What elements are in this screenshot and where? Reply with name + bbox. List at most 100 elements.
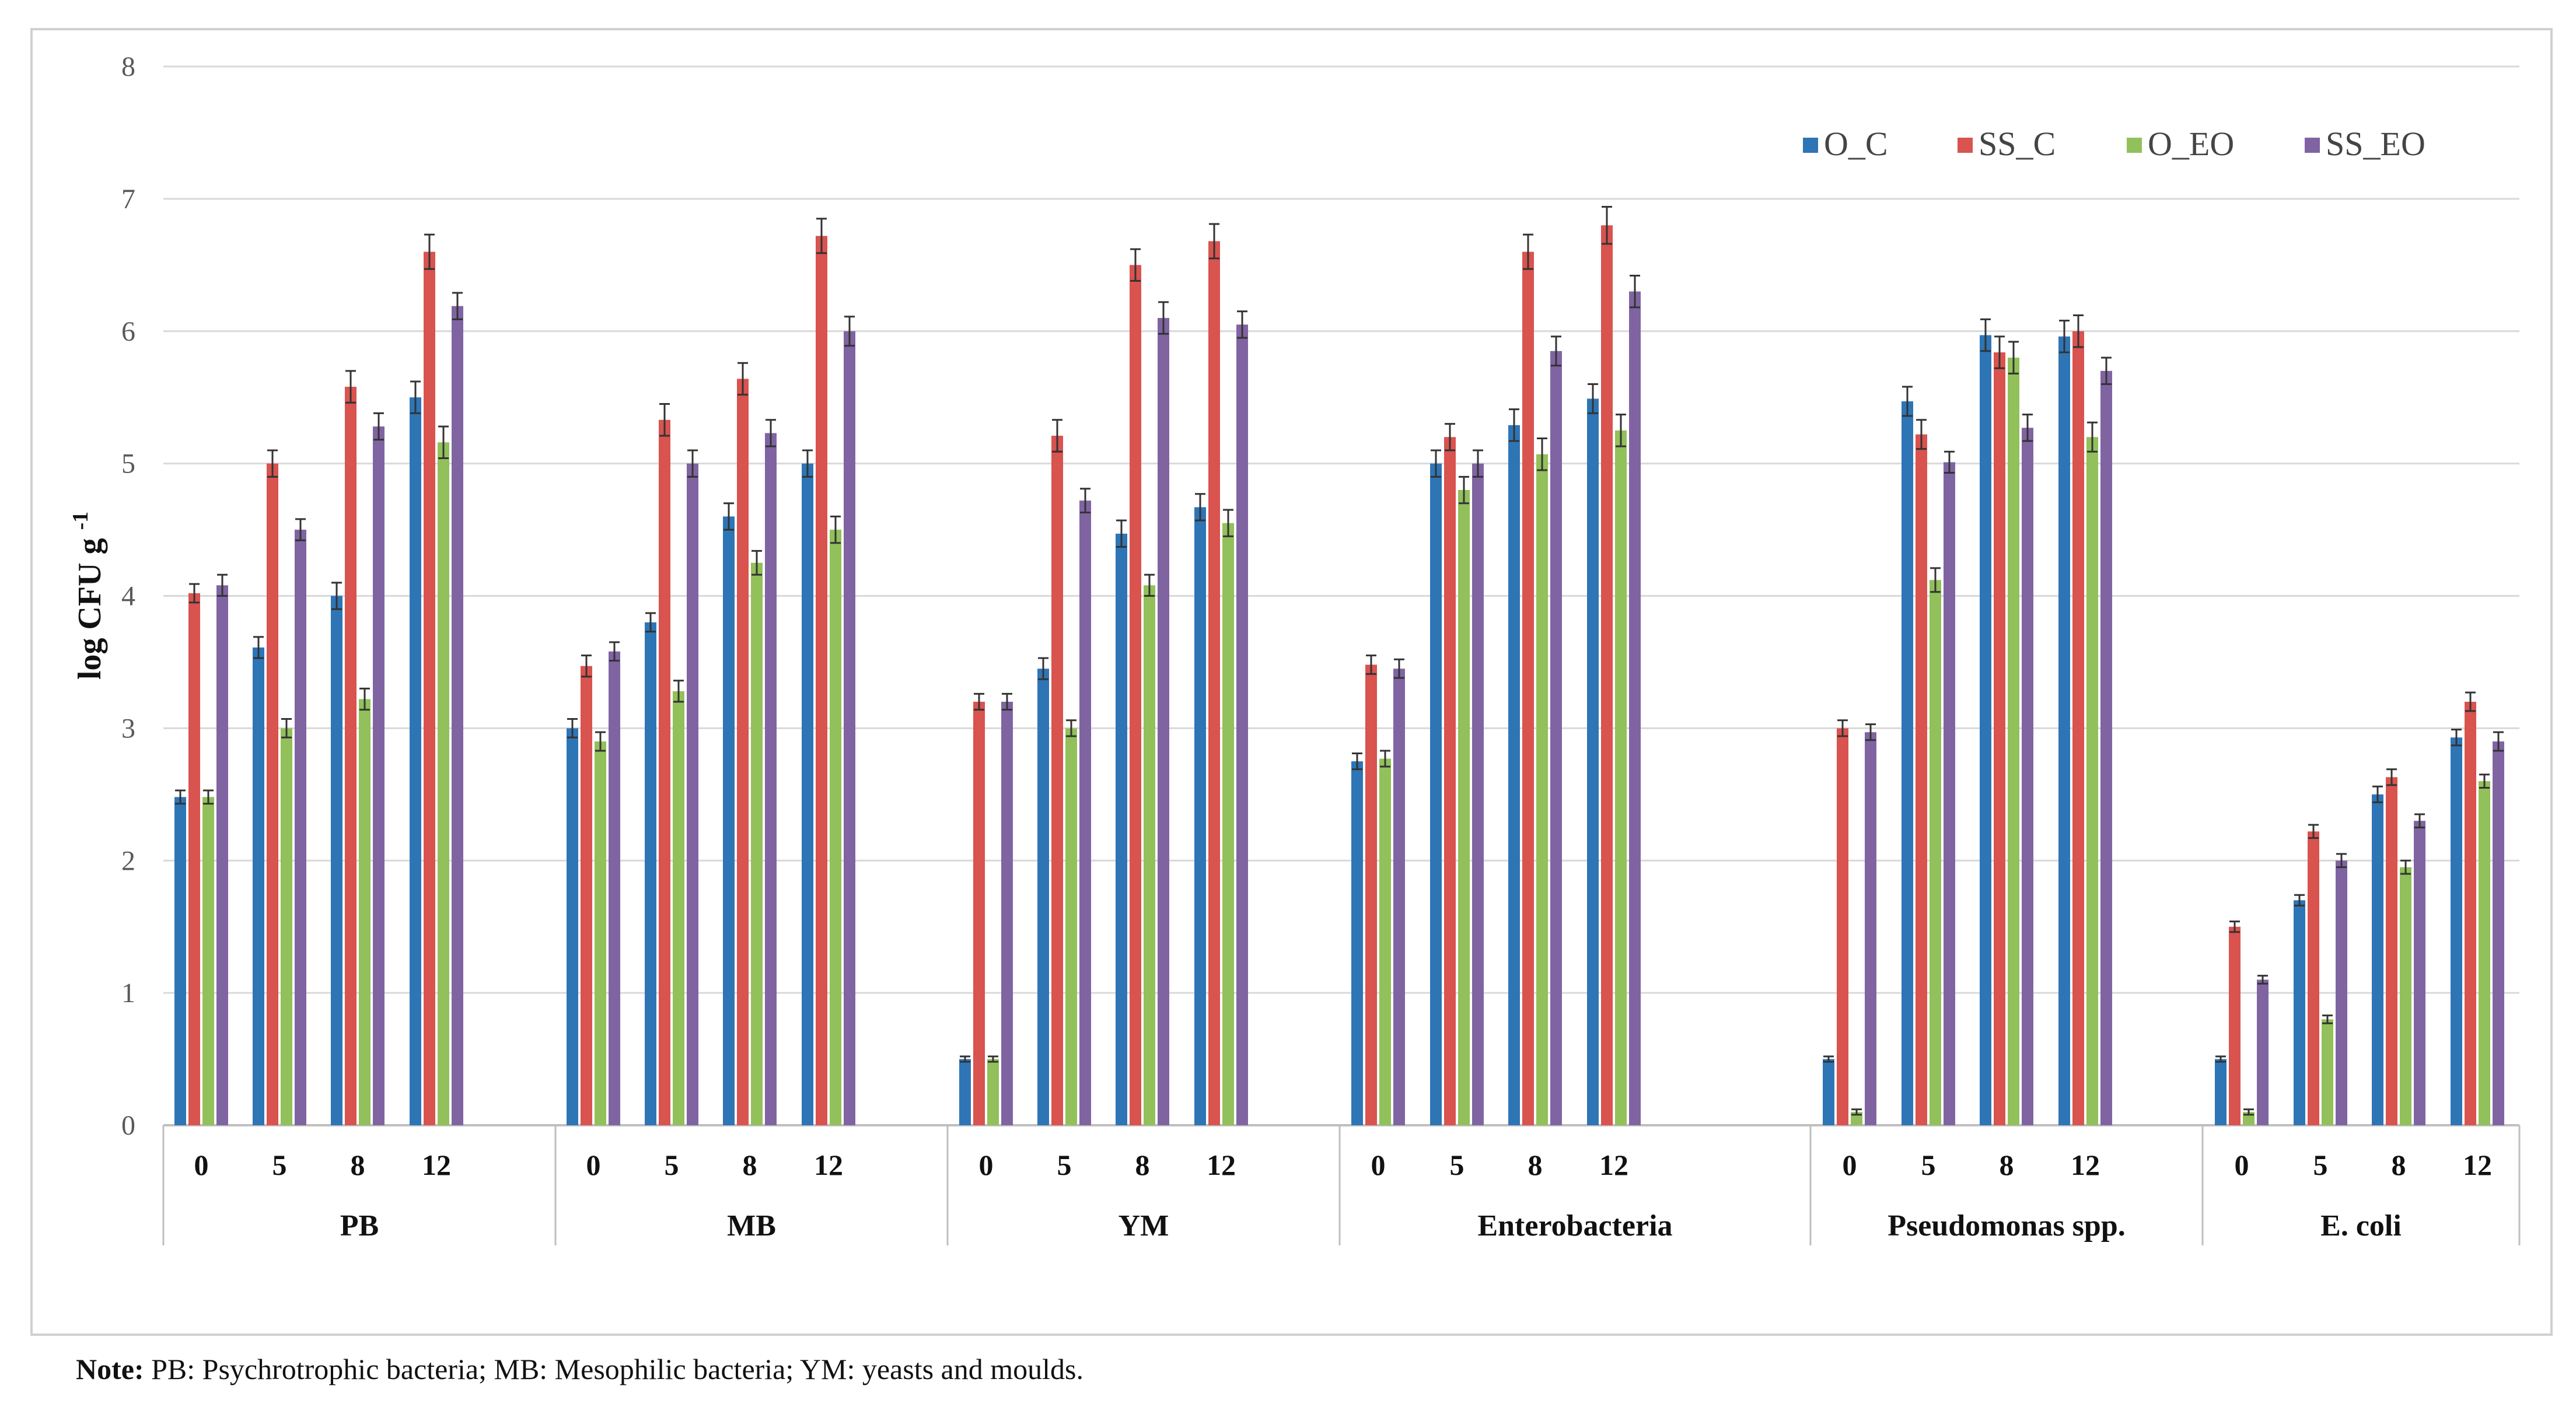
bar-ss-c — [1208, 241, 1220, 1126]
bar-ss-c — [1365, 664, 1377, 1125]
bar-o-c — [174, 797, 186, 1125]
x-tick-label: 5 — [1921, 1149, 1936, 1181]
bar-o-eo — [1379, 758, 1391, 1125]
bar-ss-eo — [1393, 668, 1405, 1125]
bar-ss-eo — [1079, 501, 1091, 1125]
bar-o-eo — [359, 699, 371, 1125]
bar-o-c — [1037, 668, 1049, 1125]
x-tick-label: 0 — [586, 1149, 601, 1181]
bar-o-eo — [2086, 437, 2098, 1125]
bar-o-c — [1587, 398, 1599, 1125]
bar-ss-c — [267, 463, 278, 1125]
bar-ss-eo — [295, 530, 306, 1125]
bar-ss-eo — [452, 306, 463, 1125]
bar-o-c — [2215, 1059, 2227, 1125]
bar-ss-c — [345, 387, 356, 1125]
bar-ss-c — [424, 251, 435, 1125]
x-tick-label: 0 — [1843, 1149, 1857, 1181]
group-label: Enterobacteria — [1477, 1209, 1672, 1242]
bar-ss-eo — [2493, 741, 2504, 1125]
x-tick-label: 5 — [665, 1149, 679, 1181]
bar-ss-c — [1994, 352, 2005, 1125]
bar-o-c — [1351, 761, 1363, 1125]
bar-o-c — [410, 397, 421, 1125]
group-label: MB — [727, 1209, 776, 1242]
bar-o-eo — [1065, 728, 1077, 1125]
bar-o-c — [1194, 507, 1206, 1125]
x-tick-label: 5 — [1450, 1149, 1464, 1181]
bar-o-c — [1116, 533, 1127, 1125]
x-tick-label: 12 — [814, 1149, 843, 1181]
bar-o-c — [802, 463, 813, 1125]
bar-o-c — [723, 516, 735, 1125]
bar-ss-eo — [2022, 428, 2033, 1125]
bar-ss-eo — [1550, 351, 1562, 1125]
x-tick-label: 8 — [2392, 1149, 2406, 1181]
bar-o-eo — [438, 442, 449, 1126]
bar-ss-c — [1601, 225, 1613, 1125]
figure-note: Note: PB: Psychrotrophic bacteria; MB: M… — [76, 1352, 1083, 1386]
bar-ss-c — [188, 593, 200, 1125]
y-axis-label-superscript: -1 — [68, 512, 93, 530]
bar-o-c — [959, 1059, 971, 1125]
y-tick-label: 3 — [121, 713, 135, 744]
legend-swatch-o-c — [1803, 138, 1818, 153]
chart-frame — [30, 28, 2553, 1336]
x-tick-label: 12 — [2463, 1149, 2492, 1181]
bar-o-c — [1508, 425, 1520, 1125]
bar-ss-eo — [1158, 318, 1169, 1125]
note-label: Note: — [76, 1353, 144, 1385]
bar-ss-c — [1837, 728, 1848, 1125]
bar-ss-c — [816, 236, 827, 1125]
group-label: YM — [1119, 1209, 1169, 1242]
bar-ss-eo — [1236, 324, 1248, 1125]
bar-ss-eo — [765, 433, 777, 1125]
bar-ss-eo — [1472, 463, 1484, 1125]
bar-ss-eo — [844, 331, 855, 1125]
x-tick-label: 0 — [979, 1149, 994, 1181]
bar-o-c — [253, 647, 264, 1125]
y-tick-label: 8 — [121, 51, 135, 82]
x-tick-label: 0 — [194, 1149, 209, 1181]
bar-o-eo — [830, 530, 841, 1125]
y-axis-label: log CFU g -1 — [68, 512, 108, 680]
legend-label: O_C — [1824, 125, 1888, 163]
x-tick-label: 8 — [1528, 1149, 1543, 1181]
note-text: PB: Psychrotrophic bacteria; MB: Mesophi… — [144, 1353, 1083, 1385]
bar-ss-eo — [2100, 370, 2112, 1125]
bar-o-eo — [1144, 585, 1155, 1125]
bar-o-eo — [281, 728, 292, 1125]
bar-ss-eo — [1629, 291, 1641, 1125]
x-tick-label: 5 — [1057, 1149, 1072, 1181]
bar-ss-c — [1522, 251, 1534, 1125]
bar-ss-c — [2386, 777, 2397, 1125]
bar-o-eo — [1930, 580, 1941, 1125]
legend-label: O_EO — [2148, 125, 2234, 163]
x-tick-label: 12 — [1599, 1149, 1628, 1181]
y-tick-label: 6 — [121, 316, 135, 347]
x-tick-label: 8 — [1135, 1149, 1150, 1181]
legend-swatch-ss-eo — [2305, 138, 2320, 153]
bar-ss-c — [1916, 434, 1927, 1125]
bar-o-eo — [595, 741, 606, 1125]
bar-o-c — [2451, 737, 2462, 1125]
bar-o-c — [2058, 336, 2070, 1126]
bar-ss-c — [737, 379, 749, 1125]
group-label: PB — [340, 1209, 379, 1242]
x-tick-label: 12 — [2071, 1149, 2100, 1181]
bar-ss-eo — [216, 585, 228, 1125]
y-tick-label: 5 — [121, 449, 135, 480]
x-tick-label: 5 — [2313, 1149, 2328, 1181]
bar-ss-c — [1444, 437, 1456, 1125]
x-tick-label: 5 — [272, 1149, 287, 1181]
group-label: E. coli — [2320, 1209, 2402, 1242]
bar-ss-eo — [609, 651, 620, 1125]
bar-o-eo — [1615, 430, 1627, 1125]
bar-ss-c — [2072, 331, 2084, 1125]
bar-ss-eo — [1944, 462, 1955, 1126]
group-label: Pseudomonas spp. — [1888, 1209, 2125, 1242]
x-tick-label: 0 — [1371, 1149, 1386, 1181]
bar-ss-eo — [1001, 702, 1013, 1125]
bar-ss-eo — [373, 426, 385, 1125]
